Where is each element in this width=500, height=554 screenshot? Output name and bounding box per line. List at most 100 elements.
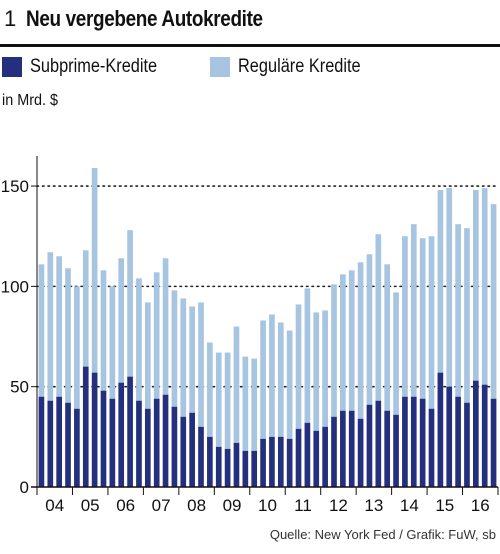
bar-subprime-17 [189, 412, 195, 487]
bar-subprime-40 [393, 414, 399, 487]
bar-subprime-2 [56, 396, 63, 487]
figure-number: 1 [4, 6, 17, 31]
bar-regular-43 [419, 238, 426, 399]
bar-subprime-49 [472, 380, 479, 487]
bar-subprime-38 [375, 400, 382, 487]
bar-subprime-31 [313, 430, 320, 487]
bar-regular-49 [472, 190, 479, 381]
bar-regular-21 [224, 352, 231, 449]
bar-subprime-12 [144, 408, 151, 487]
bar-regular-27 [277, 322, 284, 437]
x-tick-label-06: 06 [116, 496, 135, 515]
bar-subprime-26 [269, 436, 275, 487]
bar-regular-11 [136, 278, 142, 401]
bar-regular-46 [446, 188, 453, 387]
bar-regular-31 [313, 312, 320, 431]
bar-regular-42 [410, 224, 417, 397]
bar-subprime-34 [340, 410, 346, 487]
bar-subprime-48 [464, 402, 470, 487]
bar-subprime-44 [428, 408, 435, 487]
bar-regular-38 [375, 234, 382, 401]
x-tick-label-11: 11 [294, 496, 312, 515]
bar-regular-10 [127, 230, 133, 377]
bar-regular-17 [189, 306, 195, 413]
bar-subprime-37 [366, 404, 373, 487]
bar-regular-26 [269, 314, 275, 437]
chart-header: 1 Neu vergebene Autokredite [0, 6, 500, 38]
legend-label-regular: Reguläre Kredite [238, 56, 361, 77]
x-tick-label-14: 14 [400, 496, 419, 515]
bar-subprime-24 [251, 450, 258, 487]
y-tick-label-50: 50 [10, 378, 29, 397]
bar-subprime-21 [224, 448, 231, 487]
bar-subprime-15 [171, 406, 178, 487]
bar-regular-16 [180, 298, 187, 417]
bar-regular-36 [357, 262, 364, 419]
bar-subprime-45 [437, 372, 444, 487]
bar-regular-50 [481, 188, 488, 385]
bar-regular-5 [82, 250, 89, 367]
legend-swatch-subprime [2, 57, 22, 77]
bar-regular-25 [260, 320, 266, 439]
bar-subprime-10 [127, 376, 133, 487]
x-tick-label-09: 09 [223, 496, 242, 515]
legend-item-regular: Reguläre Kredite [210, 56, 381, 78]
bar-subprime-5 [82, 366, 89, 487]
x-tick-label-15: 15 [435, 496, 454, 515]
legend: Subprime-Kredite Reguläre Kredite [0, 56, 500, 80]
bar-regular-3 [65, 268, 71, 403]
bar-regular-45 [437, 190, 444, 373]
bar-regular-19 [207, 342, 213, 437]
bar-subprime-19 [207, 436, 213, 487]
bar-regular-51 [490, 204, 497, 399]
bar-subprime-51 [490, 398, 497, 487]
legend-item-subprime: Subprime-Kredite [2, 56, 178, 78]
x-tick-label-05: 05 [81, 496, 100, 515]
bar-regular-4 [74, 286, 80, 409]
bar-subprime-39 [384, 410, 391, 487]
x-tick-label-07: 07 [152, 496, 171, 515]
bar-regular-33 [331, 284, 337, 417]
bar-regular-9 [118, 258, 125, 383]
bar-regular-0 [38, 264, 45, 397]
bar-subprime-1 [47, 400, 54, 487]
bar-regular-34 [340, 274, 346, 411]
bar-regular-14 [162, 258, 169, 395]
bar-regular-20 [215, 352, 222, 447]
bar-regular-6 [91, 168, 98, 373]
bar-subprime-29 [295, 428, 302, 487]
x-tick-label-13: 13 [364, 496, 383, 515]
x-tick-label-10: 10 [258, 496, 277, 515]
bar-regular-41 [402, 236, 408, 397]
bar-regular-22 [233, 326, 240, 443]
bar-regular-28 [286, 330, 293, 439]
bar-subprime-11 [136, 400, 142, 487]
bar-regular-7 [100, 270, 107, 391]
bar-regular-24 [251, 358, 258, 451]
bar-regular-2 [56, 256, 63, 397]
bar-regular-37 [366, 254, 373, 405]
x-tick-label-04: 04 [45, 496, 64, 515]
bar-regular-8 [109, 286, 116, 399]
bar-regular-40 [393, 292, 399, 415]
bar-subprime-3 [65, 402, 71, 487]
bar-regular-44 [428, 236, 435, 409]
x-tick-label-12: 12 [329, 496, 348, 515]
bar-subprime-36 [357, 418, 364, 487]
bar-regular-39 [384, 264, 391, 411]
bar-subprime-46 [446, 386, 453, 487]
bar-subprime-28 [286, 438, 293, 487]
bar-regular-12 [144, 302, 151, 409]
bar-subprime-50 [481, 384, 488, 487]
bar-subprime-33 [331, 416, 337, 487]
bar-subprime-8 [109, 398, 116, 487]
bar-subprime-18 [198, 426, 204, 487]
source-note: Quelle: New York Fed / Grafik: FuW, sb [269, 527, 496, 542]
header-rule [0, 44, 500, 47]
bar-subprime-41 [402, 396, 408, 487]
bar-subprime-20 [215, 446, 222, 487]
bar-subprime-9 [118, 382, 125, 487]
bar-subprime-16 [180, 416, 187, 487]
chart-title: Neu vergebene Autokredite [26, 6, 263, 31]
legend-label-subprime: Subprime-Kredite [30, 56, 158, 77]
